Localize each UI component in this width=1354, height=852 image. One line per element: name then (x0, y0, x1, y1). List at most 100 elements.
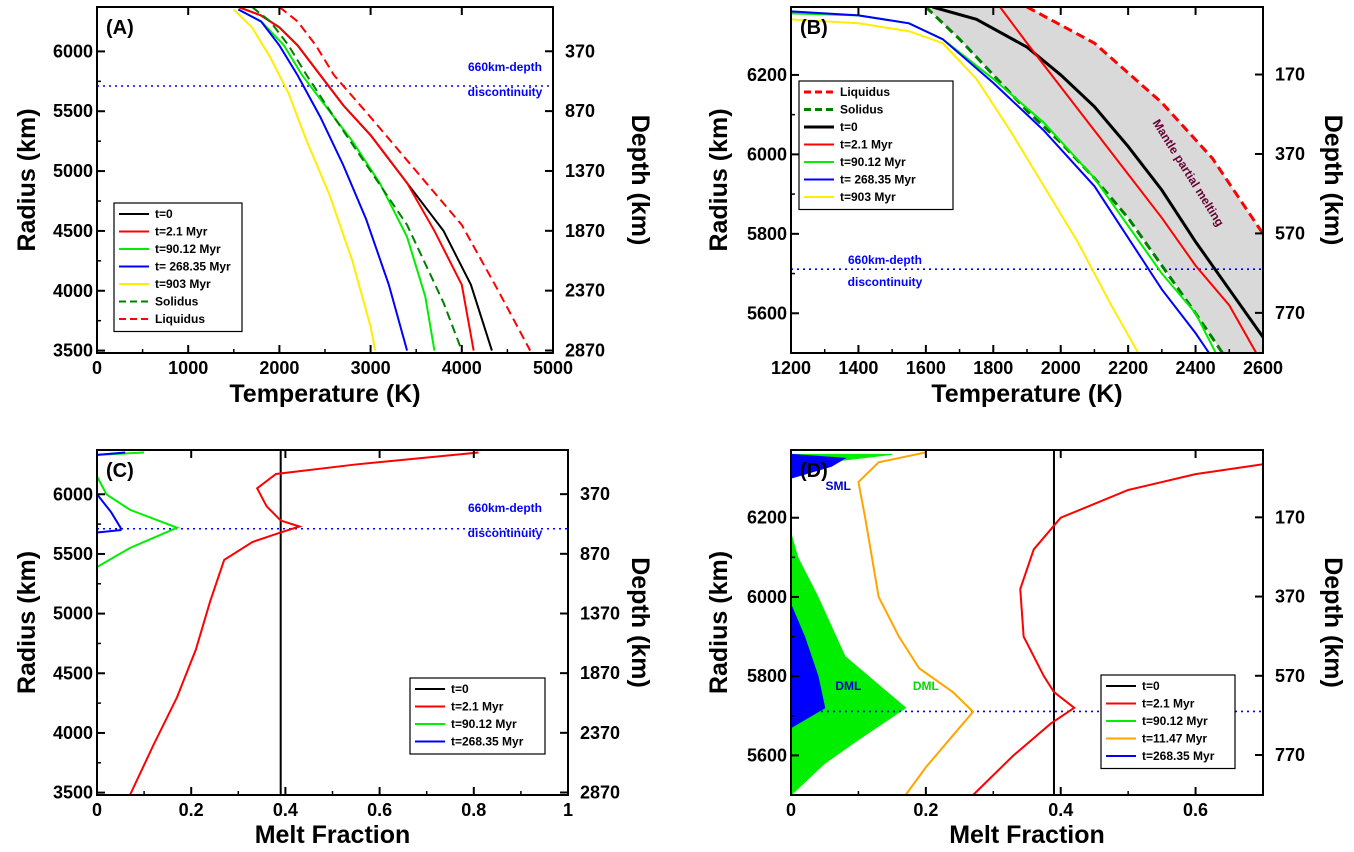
y2-tick-label: 170 (1275, 65, 1305, 85)
plot-frame (790, 449, 1264, 796)
y-tick-label: 3500 (53, 783, 93, 803)
series-line-t-0 (238, 7, 493, 351)
x-axis-title: Melt Fraction (949, 821, 1105, 849)
legend-label: Solidus (840, 103, 884, 117)
x-tick-label: 0.2 (179, 800, 204, 820)
y2-axis-title: Depth (km) (626, 557, 654, 688)
y-tick-label: 5800 (747, 666, 787, 686)
y-axis-title: Radius (km) (705, 551, 733, 694)
y-tick-label: 6000 (747, 144, 787, 164)
legend-label: t=903 Myr (840, 190, 896, 204)
plot-area (791, 450, 1263, 795)
series-line-t-2-1-myr (238, 7, 475, 351)
discontinuity-label: discontinuity (468, 526, 543, 540)
y2-axis-title: Depth (km) (626, 115, 654, 246)
y-tick-label: 6000 (53, 484, 93, 504)
x-axis-title: Melt Fraction (255, 821, 411, 849)
y2-tick-label: 2370 (565, 281, 605, 301)
series-line-t-903-myr (791, 18, 1140, 353)
y2-tick-label: 870 (580, 544, 610, 564)
y-axis-title: Radius (km) (13, 551, 41, 694)
x-tick-label: 1400 (838, 358, 878, 378)
y-axis-title: Radius (km) (13, 108, 41, 251)
y2-tick-label: 2370 (580, 723, 620, 743)
discontinuity-label: 660km-depth (468, 501, 542, 515)
y2-axis-title: Depth (km) (1319, 557, 1347, 688)
legend-label: t=268.35 Myr (1142, 749, 1215, 763)
y2-tick-label: 370 (580, 484, 610, 504)
plot-area (97, 450, 568, 795)
y-tick-label: 5500 (53, 544, 93, 564)
panel-label: (D) (800, 460, 828, 482)
discontinuity-label: 660km-depth (468, 60, 542, 74)
discontinuity-label: discontinuity (468, 85, 543, 99)
y2-tick-label: 770 (1275, 745, 1305, 765)
y-tick-label: 5500 (53, 101, 93, 121)
legend-label: t=2.1 Myr (840, 138, 893, 152)
legend-label: t=0 (155, 207, 173, 221)
series-line-t-268-35-myr (791, 10, 1210, 353)
legend-label: t=2.1 Myr (155, 225, 208, 239)
x-tick-label: 1 (563, 800, 573, 820)
x-tick-label: 2200 (1108, 358, 1148, 378)
plot-area (97, 7, 553, 352)
legend-label: t=90.12 Myr (1142, 714, 1208, 728)
legend-label: t=903 Myr (155, 277, 211, 291)
x-tick-label: 0.4 (273, 800, 298, 820)
y2-tick-label: 370 (565, 41, 595, 61)
legend: Liquidus Solidus t=0 t=2.1 Myr t=90.12 Myr t=… (798, 80, 954, 211)
panel-b: 1200 1400 1600 1800 2000 2200 2400 2600 5600 5800… (705, 6, 1347, 408)
series-line-t-11-47-myr (857, 451, 975, 795)
series-fill-t-268-35-myr (791, 453, 847, 729)
y2-tick-label: 170 (1275, 507, 1305, 527)
partial-melting-region (925, 7, 1263, 353)
legend-label: Solidus (155, 295, 199, 309)
y-axis-title: Radius (km) (705, 108, 733, 251)
y-tick-label: 5000 (53, 604, 93, 624)
y2-tick-label: 570 (1275, 223, 1305, 243)
y2-tick-label: 870 (565, 101, 595, 121)
y-tick-label: 6000 (53, 41, 93, 61)
x-tick-label: 0.6 (367, 800, 392, 820)
y2-tick-label: 1870 (580, 663, 620, 683)
y2-tick-label: 370 (1275, 587, 1305, 607)
panel-d: 0 0.2 0.4 0.6 5600 5800 6000 6200 170 370 570 770 Me… (705, 449, 1347, 849)
legend-label: t= 268.35 Myr (155, 260, 231, 274)
x-tick-label: 0.6 (1183, 800, 1208, 820)
legend-label: t=268.35 Myr (451, 735, 524, 749)
discontinuity-label: 660km-depth (848, 253, 922, 267)
region-annotation: SML (826, 479, 851, 493)
region-annotation: DML (913, 679, 939, 693)
legend: t=0 t=2.1 Myr t=90.12 Myr t=11.47 Myr t=268.… (1100, 674, 1236, 770)
x-tick-label: 0.8 (461, 800, 486, 820)
x-tick-label: 0.4 (1048, 800, 1073, 820)
y2-tick-label: 1370 (580, 603, 620, 623)
x-axis-title: Temperature (K) (931, 380, 1122, 408)
x-tick-label: 3000 (351, 358, 391, 378)
series-line-t-90-12-myr (97, 451, 180, 568)
series-line-t-2-1-myr (999, 7, 1258, 353)
series-line-t-0 (932, 7, 1263, 338)
x-axis-title: Temperature (K) (229, 380, 420, 408)
region-annotation: DML (835, 679, 861, 693)
y-tick-label: 4000 (53, 723, 93, 743)
y-tick-label: 6200 (747, 65, 787, 85)
y-tick-label: 6000 (747, 587, 787, 607)
legend: t=0 t=2.1 Myr t=90.12 Myr t=268.35 Myr (409, 677, 546, 755)
series-line-liquidus (278, 7, 532, 352)
plot-area (791, 7, 1263, 353)
y2-axis-title: Depth (km) (1319, 115, 1347, 246)
x-tick-label: 0 (92, 800, 102, 820)
y2-tick-label: 770 (1275, 303, 1305, 323)
y-tick-label: 4500 (53, 663, 93, 683)
legend-label: t= 268.35 Myr (840, 173, 916, 187)
panel-c: 0 0.2 0.4 0.6 0.8 1 3500 4000 4500 5000 5500 6000 37… (13, 449, 654, 849)
legend-box (798, 80, 954, 211)
x-tick-label: 5000 (533, 358, 573, 378)
panel-a: 0 1000 2000 3000 4000 5000 3500 4000 4500 5000 550… (13, 6, 654, 408)
panel-label: (B) (800, 17, 828, 39)
y-tick-label: 5600 (747, 303, 787, 323)
y2-tick-label: 570 (1275, 666, 1305, 686)
x-tick-label: 2600 (1243, 358, 1283, 378)
